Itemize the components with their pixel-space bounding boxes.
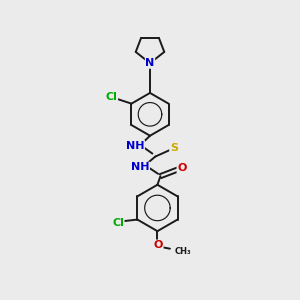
Text: Cl: Cl <box>112 218 124 228</box>
Text: NH: NH <box>131 162 149 172</box>
Text: NH: NH <box>126 140 144 151</box>
Text: CH₃: CH₃ <box>174 247 191 256</box>
Text: O: O <box>177 163 187 173</box>
Text: Cl: Cl <box>106 92 118 102</box>
Text: N: N <box>146 58 154 68</box>
Text: S: S <box>170 143 178 153</box>
Text: O: O <box>154 240 163 250</box>
